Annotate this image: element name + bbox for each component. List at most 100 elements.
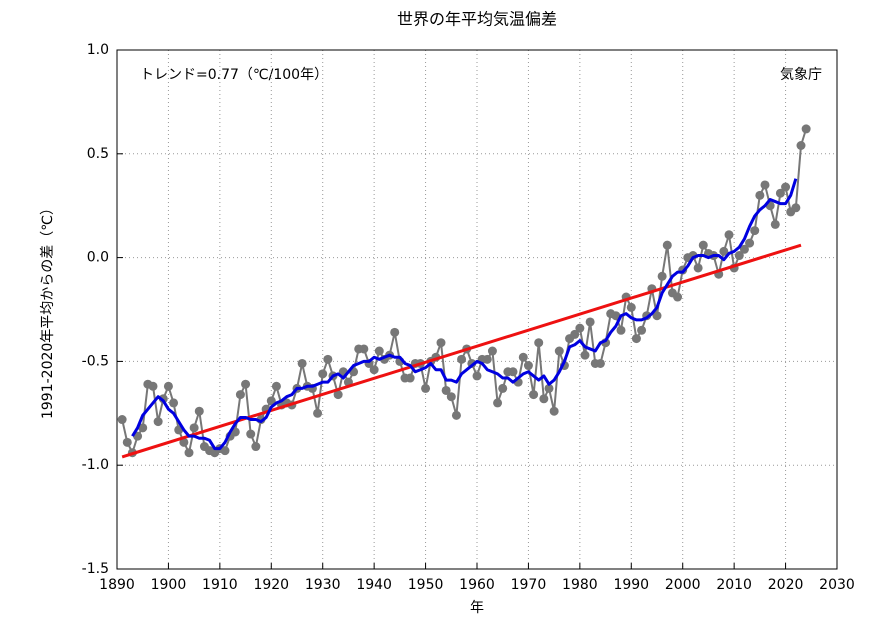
x-tick-label: 2000 (665, 577, 701, 593)
data-point (755, 190, 765, 200)
data-point (153, 417, 163, 427)
data-point (369, 365, 379, 375)
data-point (544, 383, 554, 393)
data-point (318, 369, 328, 379)
data-point (580, 350, 590, 360)
trend-annotation: トレンド=0.77（℃/100年） (140, 67, 328, 83)
data-point (616, 325, 626, 335)
data-point (117, 415, 127, 425)
x-tick-label: 2010 (716, 577, 752, 593)
data-point (374, 346, 384, 356)
data-point (457, 354, 467, 364)
data-point (534, 338, 544, 348)
data-point (441, 385, 451, 395)
source-annotation: 気象庁 (780, 67, 822, 83)
data-point (796, 140, 806, 150)
data-point (719, 246, 729, 256)
data-point (482, 354, 492, 364)
y-tick-label: 0.0 (87, 250, 109, 266)
data-point (194, 406, 204, 416)
x-tick-label: 1970 (511, 577, 547, 593)
trend-line (121, 243, 802, 459)
data-point (595, 358, 605, 368)
data-point (673, 292, 683, 302)
data-point (750, 226, 760, 236)
data-point (652, 311, 662, 321)
data-point (518, 352, 528, 362)
y-axis-label: 1991-2020年平均からの差（℃） (40, 201, 56, 419)
data-point (148, 381, 158, 391)
x-tick-label: 2020 (768, 577, 804, 593)
x-tick-label: 1950 (408, 577, 444, 593)
data-point (745, 238, 755, 248)
data-point (575, 323, 585, 333)
data-point (359, 344, 369, 354)
x-tick-label: 1930 (305, 577, 341, 593)
data-point (184, 448, 194, 458)
data-point (297, 358, 307, 368)
data-point (585, 317, 595, 327)
data-point (235, 390, 245, 400)
data-point (169, 398, 179, 408)
data-point (451, 410, 461, 420)
x-tick-label: 1940 (356, 577, 392, 593)
y-tick-label: 1.0 (87, 42, 109, 58)
data-point (508, 367, 518, 377)
data-point (390, 327, 400, 337)
data-point (189, 423, 199, 433)
data-point (436, 338, 446, 348)
plot-frame (116, 49, 838, 570)
data-point (637, 325, 647, 335)
data-point (775, 188, 785, 198)
data-point (662, 240, 672, 250)
data-point (529, 390, 539, 400)
data-point (554, 346, 564, 356)
data-point (163, 381, 173, 391)
data-point (760, 180, 770, 190)
data-point (472, 371, 482, 381)
data-point (611, 311, 621, 321)
data-point (631, 334, 641, 344)
x-tick-label: 1920 (253, 577, 289, 593)
data-point (323, 354, 333, 364)
x-tick-label: 1980 (562, 577, 598, 593)
data-point (487, 346, 497, 356)
y-tick-label: 0.5 (87, 146, 109, 162)
running-mean-line (131, 178, 798, 451)
data-point (179, 437, 189, 447)
data-point (220, 446, 230, 456)
data-point (781, 182, 791, 192)
data-point (791, 203, 801, 213)
data-point (693, 263, 703, 273)
x-tick-label: 1890 (99, 577, 135, 593)
y-tick-label: -1.5 (82, 561, 109, 577)
data-point (724, 230, 734, 240)
data-point (271, 381, 281, 391)
x-tick-label: 1900 (151, 577, 187, 593)
x-tick-label: 1990 (613, 577, 649, 593)
data-point (739, 244, 749, 254)
data-point (498, 383, 508, 393)
data-point (405, 373, 415, 383)
data-point (698, 240, 708, 250)
y-tick-label: -1.0 (82, 457, 109, 473)
data-point (523, 361, 533, 371)
data-point (801, 124, 811, 134)
data-point (333, 390, 343, 400)
data-point (421, 383, 431, 393)
data-point (446, 392, 456, 402)
data-point (493, 398, 503, 408)
data-point (138, 423, 148, 433)
data-point (241, 379, 251, 389)
data-point (626, 302, 636, 312)
data-point (122, 437, 132, 447)
data-point (539, 394, 549, 404)
x-axis-label: 年 (470, 600, 484, 616)
x-tick-label: 1960 (459, 577, 495, 593)
series-line (121, 128, 808, 454)
x-tick-label: 1910 (202, 577, 238, 593)
data-point (734, 251, 744, 261)
data-point (570, 329, 580, 339)
data-point (549, 406, 559, 416)
